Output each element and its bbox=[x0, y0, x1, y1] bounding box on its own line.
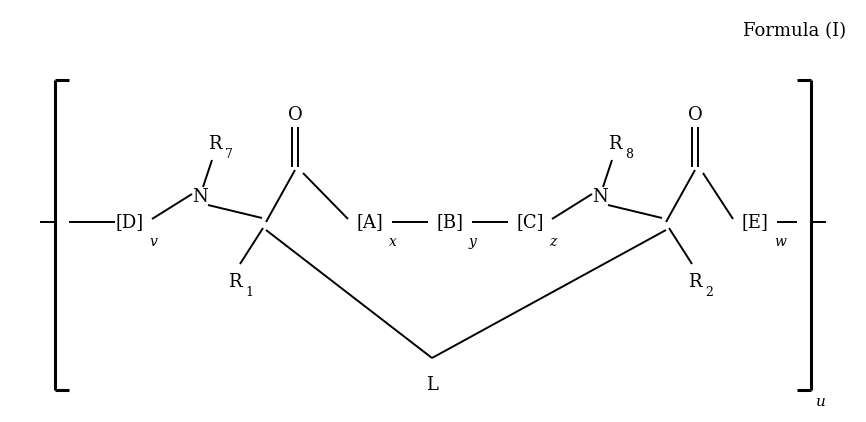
Text: N: N bbox=[592, 188, 608, 206]
Text: R: R bbox=[608, 135, 622, 153]
Text: R: R bbox=[688, 273, 701, 291]
Text: [A]: [A] bbox=[357, 213, 384, 231]
Text: 7: 7 bbox=[225, 148, 233, 160]
Text: 2: 2 bbox=[705, 286, 713, 298]
Text: [E]: [E] bbox=[741, 213, 768, 231]
Text: x: x bbox=[389, 235, 397, 249]
Text: O: O bbox=[688, 106, 702, 124]
Text: y: y bbox=[469, 235, 477, 249]
Text: Formula (I): Formula (I) bbox=[743, 22, 847, 40]
Text: [B]: [B] bbox=[436, 213, 463, 231]
Text: 1: 1 bbox=[245, 286, 253, 298]
Text: 8: 8 bbox=[625, 148, 633, 160]
Text: R: R bbox=[208, 135, 222, 153]
Text: L: L bbox=[426, 376, 438, 394]
Text: v: v bbox=[149, 235, 157, 249]
Text: O: O bbox=[288, 106, 302, 124]
Text: N: N bbox=[192, 188, 208, 206]
Text: z: z bbox=[549, 235, 556, 249]
Text: u: u bbox=[816, 395, 826, 409]
Text: w: w bbox=[774, 235, 785, 249]
Text: [C]: [C] bbox=[516, 213, 544, 231]
Text: R: R bbox=[229, 273, 242, 291]
Text: [D]: [D] bbox=[116, 213, 144, 231]
